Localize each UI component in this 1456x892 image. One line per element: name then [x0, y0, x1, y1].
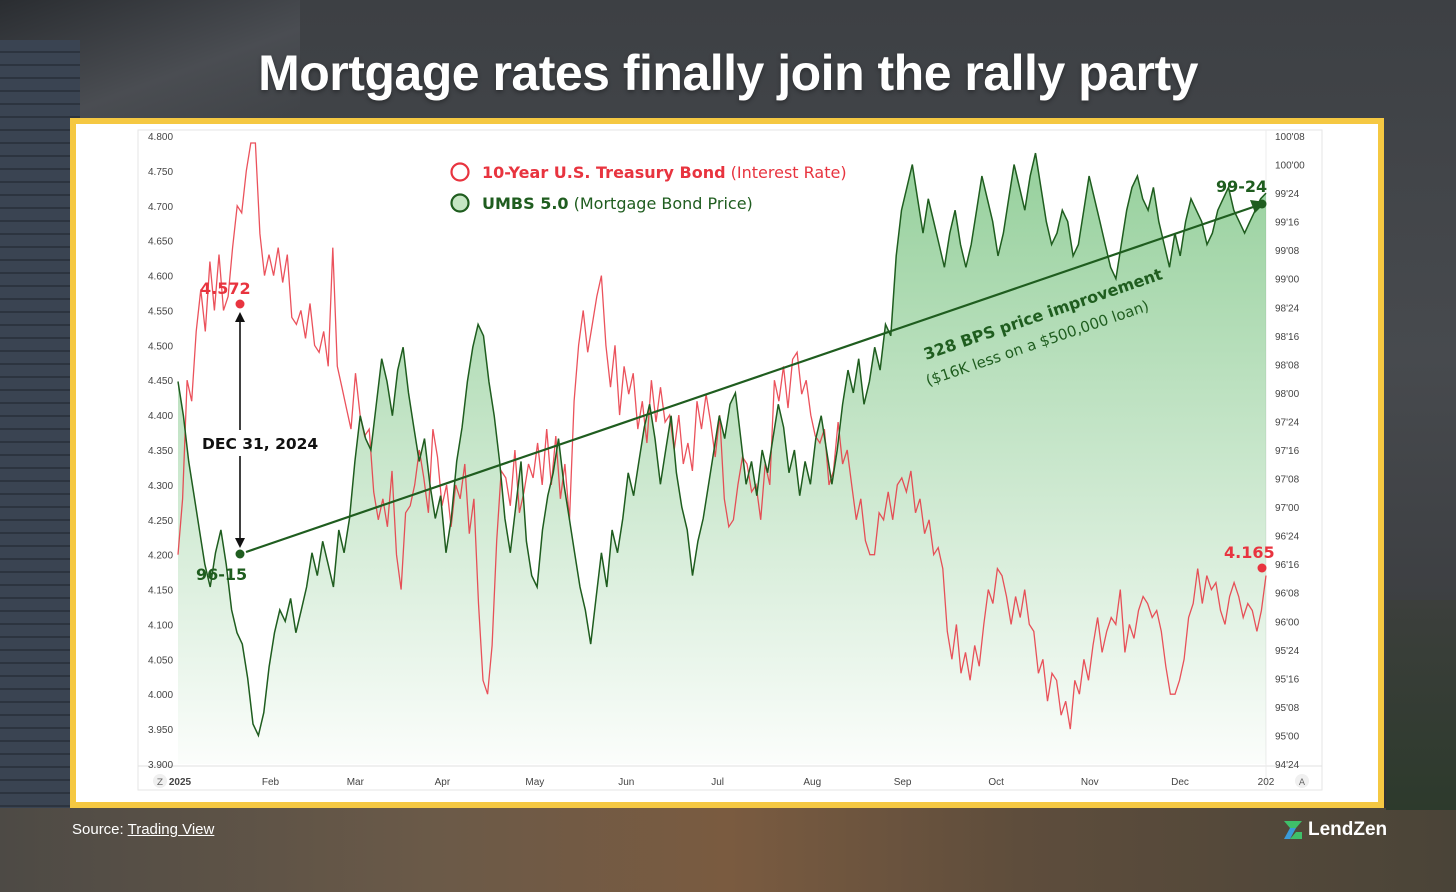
- right-axis-tick: 95'24: [1275, 646, 1300, 657]
- background-trees: [1386, 600, 1456, 810]
- x-axis-tick: Mar: [347, 777, 365, 788]
- right-axis-tick: 97'00: [1275, 503, 1300, 514]
- x-axis-tick: Sep: [894, 777, 912, 788]
- right-axis-tick: 95'08: [1275, 703, 1300, 714]
- right-axis-tick: 97'24: [1275, 417, 1300, 428]
- left-axis-tick: 4.350: [148, 446, 173, 457]
- end-rate-label: 4.165: [1224, 543, 1275, 562]
- left-axis-tick: 3.900: [148, 760, 173, 771]
- umbs-line: [177, 152, 1267, 738]
- start-rate-marker: [235, 299, 245, 309]
- right-axis-tick: 95'16: [1275, 674, 1300, 685]
- source-note: Source: Trading View: [72, 821, 214, 838]
- right-axis-tick: 97'16: [1275, 446, 1300, 457]
- start-rate-label: 4.572: [200, 279, 251, 298]
- x-axis-tick: Dec: [1171, 777, 1189, 788]
- right-axis-tick: 98'16: [1275, 332, 1300, 343]
- right-axis-tick: 96'16: [1275, 560, 1300, 571]
- left-axis-tick: 4.550: [148, 306, 173, 317]
- x-axis-tick: Oct: [988, 777, 1004, 788]
- x-axis-tick: Jul: [711, 777, 724, 788]
- left-axis-tick: 4.700: [148, 202, 173, 213]
- x-axis-tick: Jun: [618, 777, 634, 788]
- end-rate-marker: [1257, 563, 1267, 573]
- x-axis-tick: Nov: [1081, 777, 1099, 788]
- left-axis-tick: 4.050: [148, 655, 173, 666]
- left-axis-tick: 4.250: [148, 516, 173, 527]
- right-axis-tick: 99'16: [1275, 218, 1300, 229]
- left-axis-tick: 4.200: [148, 551, 173, 562]
- auto-button-right: [1295, 774, 1309, 788]
- brand-name: LendZen: [1308, 819, 1388, 840]
- right-axis-tick: 96'08: [1275, 589, 1300, 600]
- left-axis-tick: 4.650: [148, 237, 173, 248]
- left-axis-tick: 4.000: [148, 690, 173, 701]
- left-axis-tick: 4.400: [148, 411, 173, 422]
- right-axis-tick: 95'00: [1275, 731, 1300, 742]
- zoom-button-left-label: Z: [157, 778, 163, 788]
- x-axis-tick: Apr: [435, 777, 451, 788]
- left-axis-tick: 4.800: [148, 132, 173, 143]
- left-axis-tick: 4.150: [148, 586, 173, 597]
- right-axis-tick: 100'08: [1275, 132, 1305, 143]
- headline: Mortgage rates finally join the rally pa…: [258, 45, 1198, 101]
- x-axis-tick: Feb: [262, 777, 280, 788]
- right-axis-tick: 96'24: [1275, 532, 1300, 543]
- right-axis-tick: 98'00: [1275, 389, 1300, 400]
- background-house-siding: [0, 40, 80, 892]
- left-axis-tick: 4.600: [148, 272, 173, 283]
- legend-marker-1: [450, 193, 470, 213]
- left-axis-tick: 4.750: [148, 167, 173, 178]
- right-axis-tick: 99'08: [1275, 246, 1300, 257]
- start-price-label: 96-15: [196, 565, 247, 584]
- right-axis-tick: 96'00: [1275, 617, 1300, 628]
- chart-border: [137, 129, 1323, 791]
- right-axis-tick: 98'08: [1275, 360, 1300, 371]
- right-axis-tick: 98'24: [1275, 303, 1300, 314]
- source-link[interactable]: Trading View: [127, 821, 215, 838]
- x-axis-tick: Aug: [803, 777, 821, 788]
- left-axis-tick: 4.100: [148, 620, 173, 631]
- legend-label-bold-0: 10-Year U.S. Treasury Bond: [482, 163, 726, 182]
- legend-label-rest-1: (Mortgage Bond Price): [569, 194, 753, 213]
- legend-marker-0: [450, 162, 470, 182]
- legend-label-1: UMBS 5.0 (Mortgage Bond Price): [482, 194, 753, 213]
- source-prefix: Source:: [72, 821, 124, 838]
- right-axis-tick: 99'24: [1275, 189, 1300, 200]
- left-axis-tick: 4.450: [148, 376, 173, 387]
- end-price-label: 99-24: [1216, 177, 1267, 196]
- zoom-button-left: [153, 774, 167, 788]
- right-axis-tick: 99'00: [1275, 275, 1300, 286]
- legend-label-0: 10-Year U.S. Treasury Bond (Interest Rat…: [482, 163, 847, 182]
- date-arrow-up: [235, 312, 245, 322]
- date-label-bg: [196, 430, 328, 456]
- right-axis-tick: 94'24: [1275, 760, 1300, 771]
- auto-button-right-label: A: [1299, 778, 1306, 788]
- x-axis-tick: 202: [1258, 777, 1275, 788]
- chart-svg: 4.800 4.750 4.700 4.650 4.600 4.550 4.500 4.450…: [137, 129, 1323, 791]
- right-axis-tick: 100'00: [1275, 161, 1305, 172]
- chart-frame: 4.800 4.750 4.700 4.650 4.600 4.550 4.500 4.450…: [70, 118, 1384, 808]
- legend-label-rest-0: (Interest Rate): [726, 163, 847, 182]
- legend-label-bold-1: UMBS 5.0: [482, 194, 569, 213]
- background-houses-bottom: [0, 808, 1456, 892]
- brand: LendZen: [1282, 819, 1387, 841]
- lendzen-logo-icon: [1284, 821, 1302, 839]
- left-axis-tick: 3.950: [148, 725, 173, 736]
- left-axis-tick: 4.300: [148, 481, 173, 492]
- x-axis-tick: May: [525, 777, 544, 788]
- x-axis-tick: 2025: [169, 777, 192, 788]
- left-axis-tick: 4.500: [148, 341, 173, 352]
- treasury-line: [177, 142, 1267, 730]
- date-arrow-down: [235, 538, 245, 548]
- right-axis-tick: 97'08: [1275, 475, 1300, 486]
- date-label: DEC 31, 2024: [202, 435, 318, 453]
- start-price-marker: [235, 549, 245, 559]
- end-price-marker: [1257, 199, 1267, 209]
- trend-line: [245, 202, 1263, 554]
